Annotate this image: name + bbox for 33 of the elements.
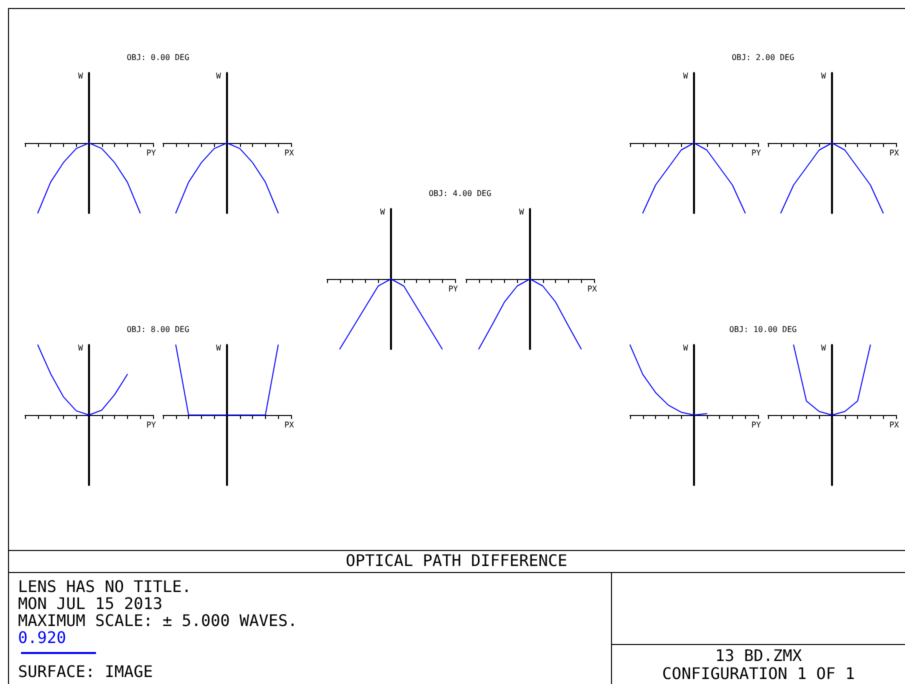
text: MAXIMUM SCALE: ± 5.000 WAVES.	[18, 611, 298, 630]
x-axis-title: PX	[587, 284, 598, 294]
text: OPTICAL PATH DIFFERENCE	[344, 551, 568, 570]
y-axis-title: W	[216, 344, 222, 352]
chart-title: OBJ: 2.00 DEG	[730, 53, 796, 62]
text: 13 BD.ZMX	[714, 646, 803, 665]
text: SURFACE: IMAGE	[18, 662, 153, 681]
x-axis-title: PY	[448, 284, 458, 294]
text: MON JUL 15 2013	[18, 594, 162, 613]
x-axis-title: PX	[889, 420, 900, 430]
x-axis-title: PX	[889, 148, 900, 158]
y-axis-title: W	[380, 208, 386, 216]
y-axis-title: W	[78, 72, 84, 80]
chart-title: OBJ: 4.00 DEG	[428, 189, 492, 198]
x-axis-title: PX	[284, 148, 294, 158]
x-axis-title: PY	[751, 148, 762, 158]
text: 0.920	[18, 628, 68, 647]
y-axis-title: W	[519, 208, 524, 216]
chart-title: OBJ: 8.00 DEG	[126, 325, 190, 334]
y-axis-title: W	[821, 72, 826, 80]
chart-title: OBJ: 10.00 DEG	[728, 325, 798, 334]
text: CONFIGURATION 1 OF 1	[661, 664, 856, 683]
x-axis-title: PY	[146, 420, 156, 430]
y-axis-title: W	[821, 344, 826, 352]
y-axis-title: W	[216, 72, 222, 80]
y-axis-title: W	[683, 72, 688, 80]
y-axis-title: W	[78, 344, 84, 352]
y-axis-title: W	[683, 344, 688, 352]
text: LENS HAS NO TITLE.	[18, 577, 192, 596]
chart-title: OBJ: 0.00 DEG	[126, 53, 190, 62]
x-axis-title: PY	[751, 420, 762, 430]
x-axis-title: PX	[284, 420, 294, 430]
x-axis-title: PY	[146, 148, 156, 158]
